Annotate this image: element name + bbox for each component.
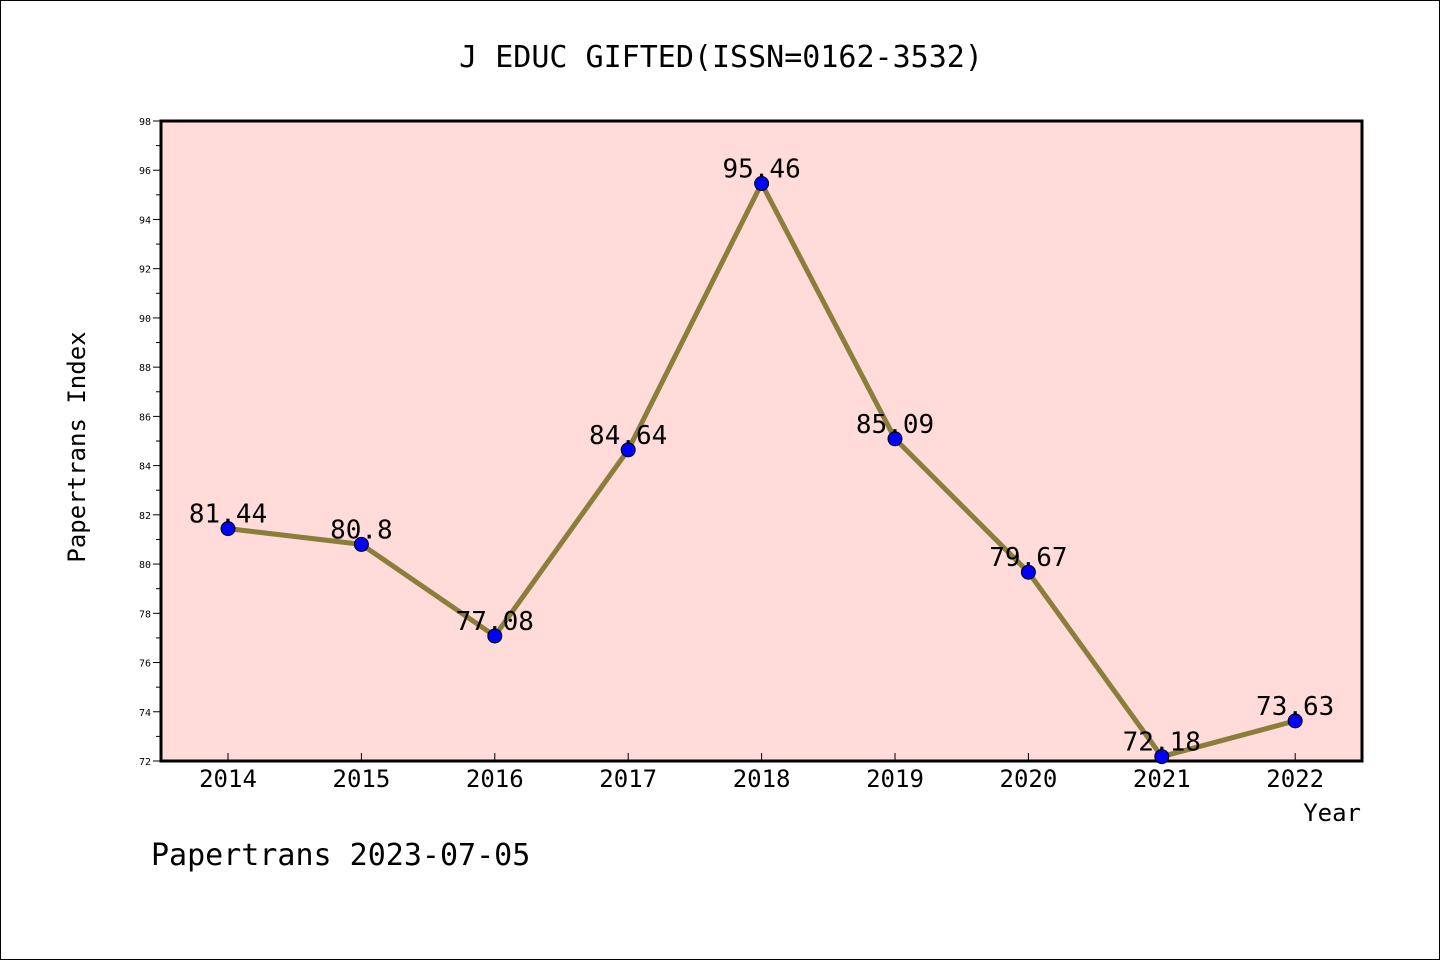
- data-label: 84.64: [589, 421, 667, 451]
- x-tick-label: 2016: [466, 765, 524, 793]
- y-tick-label: 90: [139, 314, 151, 325]
- data-point: [620, 442, 636, 458]
- data-point: [1020, 564, 1036, 580]
- y-tick-label: 84: [139, 462, 151, 473]
- y-tick-label: 96: [139, 166, 151, 177]
- data-label: 81.44: [189, 500, 267, 530]
- data-point: [1154, 749, 1170, 765]
- y-tick-label: 80: [139, 560, 151, 571]
- y-tick-label: 78: [139, 609, 151, 620]
- data-point: [353, 536, 369, 552]
- x-tick-label: 2019: [866, 765, 924, 793]
- data-point: [487, 628, 503, 644]
- x-tick-label: 2017: [599, 765, 657, 793]
- x-tick-label: 2015: [333, 765, 391, 793]
- data-label: 95.46: [722, 155, 800, 185]
- data-points: [220, 176, 1303, 765]
- y-tick-label: 98: [139, 117, 151, 128]
- data-label: 85.09: [856, 410, 934, 440]
- data-point: [887, 431, 903, 447]
- y-tick-label: 82: [139, 511, 151, 522]
- data-label: 79.67: [989, 543, 1067, 573]
- x-axis: 2014 2015 2016 2017 2018 2019 2020 2021 2022: [199, 753, 1324, 793]
- x-tick-label: 2020: [1000, 765, 1058, 793]
- plot-area: [159, 119, 1364, 763]
- footer-stamp: Papertrans 2023-07-05: [151, 838, 530, 873]
- data-label: 73.63: [1256, 692, 1334, 722]
- chart-title: J EDUC GIFTED(ISSN=0162-3532): [459, 40, 983, 75]
- data-point: [220, 521, 236, 537]
- data-labels: 81.44 80.8 77.08 84.64 95.46 85.09 79.67 72.18 7…: [189, 155, 1334, 758]
- x-tick-label: 2022: [1266, 765, 1324, 793]
- x-tick-label: 2018: [733, 765, 791, 793]
- x-tick-label: 2021: [1133, 765, 1191, 793]
- y-axis: 72 74 76 78 80 82 84 86 88 90 92 94 96 98: [139, 117, 161, 768]
- x-axis-label: Year: [1303, 799, 1361, 827]
- y-tick-label: 72: [139, 757, 151, 768]
- x-tick-label: 2014: [199, 765, 257, 793]
- data-label: 77.08: [456, 607, 534, 637]
- y-axis-label: Papertrans Index: [63, 331, 91, 562]
- data-label: 80.8: [330, 515, 393, 545]
- y-tick-label: 94: [139, 215, 151, 226]
- y-tick-label: 74: [139, 708, 151, 719]
- y-tick-label: 92: [139, 265, 151, 276]
- y-tick-label: 88: [139, 363, 151, 374]
- data-label: 72.18: [1123, 728, 1201, 758]
- data-point: [754, 176, 770, 192]
- y-tick-label: 86: [139, 412, 151, 423]
- data-point: [1287, 713, 1303, 729]
- y-tick-label: 76: [139, 659, 151, 670]
